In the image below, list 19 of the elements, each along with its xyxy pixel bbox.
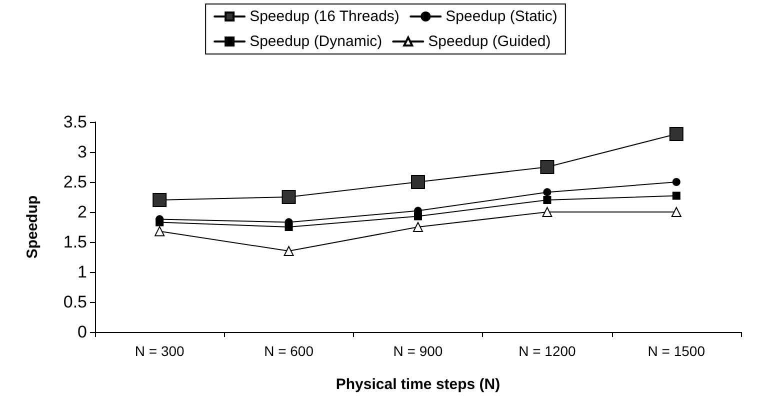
y-tick-label: 2: [78, 202, 87, 222]
y-tick-label: 1: [78, 262, 87, 282]
y-tick-label: 3.5: [63, 112, 87, 132]
x-tick-label: N = 600: [264, 343, 314, 359]
x-tick-label: N = 1200: [518, 343, 576, 359]
y-tick-label: 1.5: [63, 232, 87, 252]
x-tick-label: N = 1500: [648, 343, 706, 359]
y-tick-label: 0: [78, 322, 87, 342]
y-axis-title: Speedup: [24, 195, 41, 259]
x-tick-label: N = 300: [134, 343, 185, 359]
y-tick-label: 3: [78, 142, 87, 162]
legend-label: Speedup (Static): [446, 8, 558, 25]
legend-label: Speedup (Dynamic): [250, 33, 382, 50]
legend-label: Speedup (Guided): [428, 33, 551, 50]
x-tick-label: N = 900: [393, 343, 443, 359]
x-axis-title: Physical time steps (N): [336, 376, 500, 393]
y-tick-label: 2.5: [63, 172, 87, 192]
y-tick-label: 0.5: [63, 292, 87, 312]
legend-label: Speedup (16 Threads): [250, 8, 400, 25]
